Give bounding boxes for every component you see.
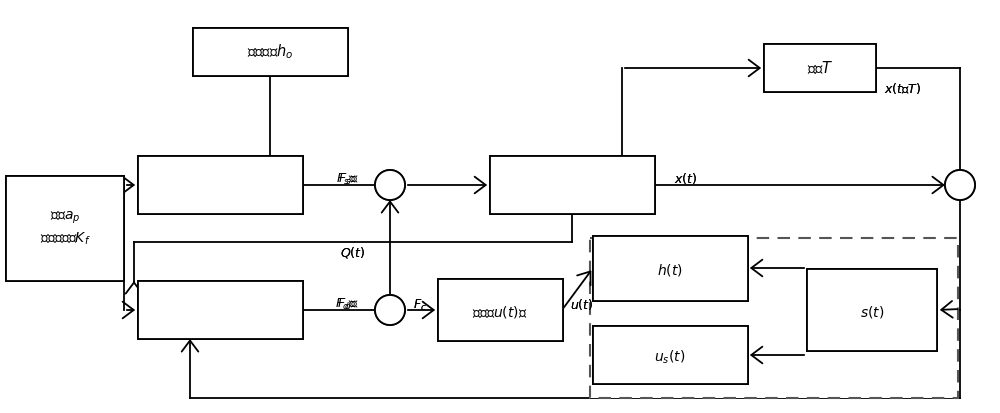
Bar (138, 156, 302, 214)
Bar (592, 235, 748, 301)
Bar (590, 238, 958, 398)
Circle shape (375, 170, 405, 200)
Text: $u(t)$: $u(t)$ (570, 297, 594, 311)
Bar (592, 326, 748, 384)
Bar (764, 44, 876, 92)
Text: $x(t$-$T)$: $x(t$-$T)$ (884, 81, 921, 95)
Bar (138, 281, 302, 339)
Text: $F_s$+: $F_s$+ (338, 171, 359, 187)
Bar (592, 326, 748, 384)
Text: 滑模函数
$s(t)$: 滑模函数 $s(t)$ (844, 299, 900, 320)
Text: 工件进给$h_o$: 工件进给$h_o$ (247, 43, 293, 62)
Text: $F_d$+: $F_d$+ (335, 297, 357, 311)
Text: $x(t)$: $x(t)$ (674, 171, 697, 187)
Text: $Q(t)$: $Q(t)$ (340, 244, 366, 259)
Text: 时延$T$: 时延$T$ (807, 59, 833, 76)
Text: 时延$T$: 时延$T$ (807, 59, 833, 76)
Bar (490, 156, 654, 214)
Bar (807, 269, 937, 351)
Bar (807, 269, 937, 351)
Text: 自适应率
$u_s(t)$: 自适应率 $u_s(t)$ (642, 344, 698, 366)
Text: $F_s$+: $F_s$+ (336, 171, 357, 187)
Text: 滑模函数
$s(t)$: 滑模函数 $s(t)$ (844, 299, 900, 320)
Text: 滑模趋近率
$h(t)$: 滑模趋近率 $h(t)$ (635, 257, 705, 278)
Text: $x(t$-$T)$: $x(t$-$T)$ (884, 81, 921, 95)
Bar (764, 44, 876, 92)
Text: 切深$a_p$
切削力系数$K_f$: 切深$a_p$ 切削力系数$K_f$ (40, 209, 90, 247)
Circle shape (945, 170, 975, 200)
Bar (192, 28, 348, 76)
Bar (6, 176, 124, 280)
Text: 工件进给$h_o$: 工件进给$h_o$ (247, 43, 293, 62)
Text: 驱动器
X ($u(t)$): 驱动器 X ($u(t)$) (472, 299, 528, 320)
Bar (438, 279, 562, 341)
Bar (438, 279, 562, 341)
Circle shape (945, 170, 975, 200)
Bar (138, 281, 302, 339)
Circle shape (375, 295, 405, 325)
Text: $u(t)$: $u(t)$ (570, 297, 594, 311)
Text: $x(t)$: $x(t)$ (674, 171, 697, 187)
Bar (192, 28, 348, 76)
Text: 切深$a_p$
切削力系数$K_f$: 切深$a_p$ 切削力系数$K_f$ (40, 209, 90, 247)
Bar (6, 176, 124, 280)
Circle shape (375, 170, 405, 200)
Text: $Q(t)$: $Q(t)$ (340, 244, 366, 259)
Text: $F_c$: $F_c$ (413, 297, 427, 313)
Text: 驱动器
X ($u(t)$): 驱动器 X ($u(t)$) (472, 299, 528, 320)
Text: $F_d$+: $F_d$+ (337, 297, 359, 311)
Bar (138, 156, 302, 214)
Text: 自适应率
$u_s(t)$: 自适应率 $u_s(t)$ (642, 344, 698, 366)
Circle shape (375, 295, 405, 325)
Text: $F_c$: $F_c$ (413, 297, 427, 313)
Text: 滑模趋近率
$h(t)$: 滑模趋近率 $h(t)$ (635, 257, 705, 278)
Bar (592, 235, 748, 301)
Bar (490, 156, 654, 214)
